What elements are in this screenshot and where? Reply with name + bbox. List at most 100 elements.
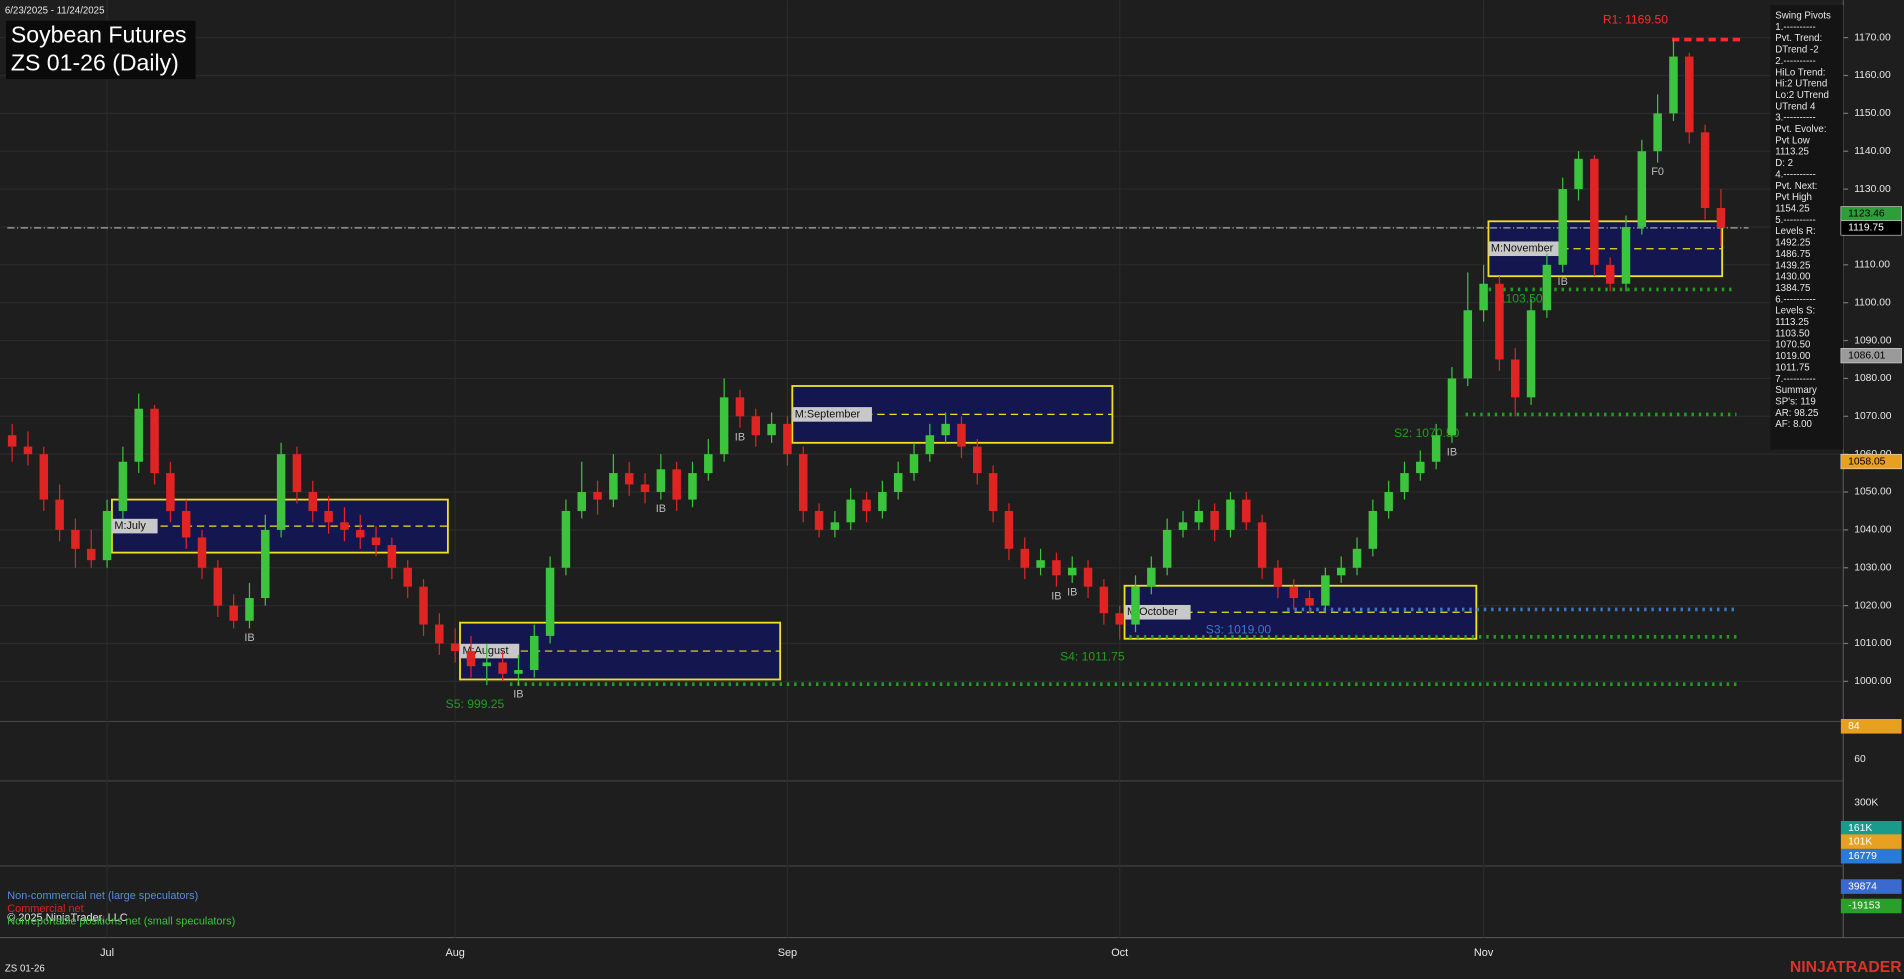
- candle-body: [577, 492, 586, 511]
- candle-body: [846, 499, 855, 523]
- candle-body: [482, 662, 492, 667]
- candle-body: [545, 567, 555, 636]
- price-tag: [1840, 220, 1902, 236]
- candle-body: [878, 492, 887, 511]
- candle-body: [450, 643, 460, 652]
- y-tick-label: 1020.00: [1854, 600, 1892, 611]
- candle-body: [1242, 499, 1251, 523]
- candle-body: [308, 492, 318, 511]
- candle-body: [735, 397, 745, 417]
- candle-body: [799, 454, 808, 511]
- legend-entry: Non-commercial net (large speculators): [7, 890, 198, 902]
- swing-pivot-line: 1439.25: [1775, 260, 1810, 271]
- candle-body: [1400, 473, 1409, 493]
- chart-title: Soybean Futures: [11, 22, 187, 48]
- swing-pivot-line: 1113.25: [1775, 147, 1809, 158]
- candle-body: [656, 469, 666, 493]
- candle-body: [1558, 189, 1567, 265]
- candle-body: [55, 499, 64, 530]
- swing-pivot-line: 1430.00: [1775, 272, 1811, 283]
- candle-body: [166, 473, 175, 511]
- swing-pivot-line: 1011.75: [1775, 362, 1809, 373]
- swing-pivot-line: Pvt High: [1775, 192, 1812, 203]
- candle-body: [7, 435, 17, 447]
- panel-tag: [1840, 821, 1902, 836]
- chart-subtitle: ZS 01-26 (Daily): [11, 50, 179, 76]
- candle-body: [498, 662, 507, 674]
- swing-pivot-line: 1486.75: [1775, 249, 1810, 260]
- candle-body: [925, 435, 935, 455]
- candle-body: [292, 454, 302, 493]
- price-tag-label: 1058.05: [1848, 456, 1886, 467]
- month-label: M:July: [114, 520, 146, 532]
- candle-body: [830, 522, 840, 530]
- candle-body: [1542, 264, 1552, 311]
- candle-body: [1605, 264, 1615, 284]
- candle-body: [1526, 310, 1536, 398]
- candle-body: [1257, 522, 1267, 568]
- candle-body: [561, 510, 571, 568]
- y-tick-label: 1130.00: [1854, 184, 1891, 195]
- panel-tag: [1840, 834, 1902, 849]
- panel-tick: 300K: [1854, 798, 1878, 809]
- y-tick-label: 1170.00: [1854, 32, 1891, 43]
- x-tick-label: Sep: [778, 947, 797, 959]
- candle-body: [1194, 510, 1204, 523]
- candle-body: [403, 567, 412, 587]
- swing-pivot-line: 1070.50: [1775, 340, 1811, 351]
- candle-body: [1131, 586, 1140, 625]
- candle-body: [387, 545, 397, 568]
- swing-pivot-line: 2.----------: [1775, 56, 1815, 67]
- panel-tag-label: 101K: [1848, 836, 1872, 847]
- candle-body: [1004, 510, 1014, 549]
- brand: NINJATRADER: [1790, 959, 1902, 976]
- swing-panel: [1770, 5, 1844, 450]
- y-tick-label: 1150.00: [1854, 108, 1891, 119]
- candle-body: [514, 669, 523, 674]
- legend-entry: Nonreportable positions net (small specu…: [7, 916, 235, 928]
- panel-tag: [1840, 719, 1902, 734]
- footer: ZS 01-26: [5, 964, 45, 975]
- candle-body: [419, 586, 428, 625]
- candle-body: [134, 408, 143, 462]
- bar-note: IB: [513, 689, 523, 701]
- swing-pivot-line: 1103.50: [1775, 328, 1810, 339]
- swing-pivot-line: D: 2: [1775, 158, 1793, 169]
- panel-tag: [1840, 848, 1902, 864]
- candle-body: [1210, 510, 1219, 530]
- candle-body: [1020, 548, 1030, 568]
- candle-body: [593, 492, 602, 500]
- candle-body: [624, 473, 634, 485]
- candle-body: [1685, 56, 1694, 133]
- swing-pivot-line: 1384.75: [1775, 283, 1810, 294]
- x-tick-label: Oct: [1111, 947, 1128, 959]
- swing-pivot-line: 1019.00: [1775, 351, 1811, 362]
- candle-body: [1052, 560, 1061, 576]
- swing-pivot-line: Pvt. Trend:: [1775, 33, 1822, 44]
- candle-body: [1067, 567, 1077, 576]
- candle-body: [435, 624, 444, 644]
- candle-body: [1321, 575, 1330, 606]
- level-label: S4: 1011.75: [1060, 650, 1125, 664]
- level-label: S3: 1019.00: [1206, 622, 1272, 636]
- swing-pivot-line: Levels S:: [1775, 306, 1815, 317]
- candle-body: [640, 484, 650, 493]
- candle-body: [783, 423, 792, 455]
- panel-tag: [1840, 898, 1902, 914]
- candle-body: [1147, 567, 1156, 587]
- candle-body: [688, 473, 697, 500]
- candle-body: [1352, 548, 1362, 568]
- swing-pivot-line: Levels R:: [1775, 226, 1815, 237]
- candle-body: [672, 469, 681, 500]
- candle-body: [23, 446, 33, 455]
- candle-body: [814, 510, 824, 530]
- candle-body: [1416, 461, 1425, 474]
- candle-body: [213, 567, 223, 606]
- panel-tick: 60: [1854, 754, 1866, 765]
- plot: M:JulyM:AugustM:SeptemberM:OctoberM:Nove…: [7, 12, 1749, 711]
- candle-body: [1669, 56, 1678, 114]
- candle-body: [229, 605, 238, 621]
- candle-body: [957, 423, 966, 447]
